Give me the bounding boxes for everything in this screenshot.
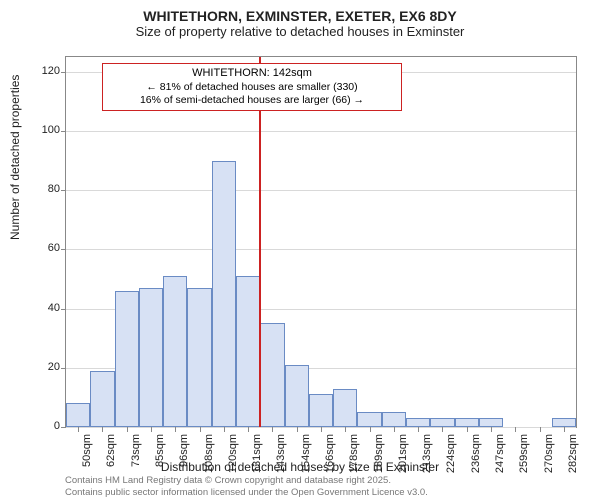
attribution-line-2: Contains public sector information licen… [65, 487, 428, 498]
x-tick-mark [248, 427, 249, 432]
histogram-bar [357, 412, 381, 427]
y-tick-label: 80 [48, 183, 60, 195]
x-tick-mark [491, 427, 492, 432]
histogram-bar [236, 276, 260, 427]
histogram-bar [212, 161, 236, 427]
histogram-bar [285, 365, 309, 427]
histogram-bar [430, 418, 454, 427]
histogram-bar [163, 276, 187, 427]
histogram-bar [66, 403, 90, 427]
y-tick-label: 20 [48, 361, 60, 373]
x-tick-mark [418, 427, 419, 432]
x-tick-mark [78, 427, 79, 432]
y-tick-label: 60 [48, 242, 60, 254]
y-tick-mark [61, 190, 66, 191]
y-tick-mark [61, 131, 66, 132]
callout-title: WHITETHORN: 142sqm [109, 67, 395, 81]
x-tick-mark [200, 427, 201, 432]
reference-line [259, 57, 261, 427]
x-tick-mark [272, 427, 273, 432]
callout-line-2: 16% of semi-detached houses are larger (… [109, 94, 395, 107]
x-tick-mark [515, 427, 516, 432]
y-tick-label: 120 [42, 65, 60, 77]
histogram-bar [309, 394, 333, 427]
x-tick-mark [224, 427, 225, 432]
x-tick-mark [151, 427, 152, 432]
chart-subtitle: Size of property relative to detached ho… [0, 24, 600, 43]
histogram-bar [455, 418, 479, 427]
histogram-bar [90, 371, 114, 427]
x-tick-mark [127, 427, 128, 432]
gridline [66, 131, 576, 132]
y-tick-label: 0 [54, 420, 60, 432]
x-tick-mark [321, 427, 322, 432]
chart-title: WHITETHORN, EXMINSTER, EXETER, EX6 8DY [0, 0, 600, 24]
attribution-text: Contains HM Land Registry data © Crown c… [65, 475, 428, 498]
histogram-bar [333, 389, 357, 427]
callout-box: WHITETHORN: 142sqm← 81% of detached hous… [102, 63, 402, 111]
gridline [66, 249, 576, 250]
y-axis-label: Number of detached properties [8, 75, 22, 240]
callout-line-1: ← 81% of detached houses are smaller (33… [109, 81, 395, 94]
y-tick-label: 100 [42, 124, 60, 136]
x-axis-label: Distribution of detached houses by size … [0, 460, 600, 474]
histogram-bar [260, 323, 284, 427]
histogram-bar [479, 418, 503, 427]
y-tick-mark [61, 309, 66, 310]
x-tick-mark [394, 427, 395, 432]
histogram-bar [187, 288, 211, 427]
y-tick-mark [61, 72, 66, 73]
y-tick-mark [61, 249, 66, 250]
x-tick-mark [467, 427, 468, 432]
histogram-bar [552, 418, 576, 427]
x-tick-mark [564, 427, 565, 432]
gridline [66, 190, 576, 191]
x-tick-mark [102, 427, 103, 432]
histogram-bar [115, 291, 139, 427]
plot-area: WHITETHORN: 142sqm← 81% of detached hous… [65, 56, 577, 428]
histogram-bar [139, 288, 163, 427]
x-tick-mark [540, 427, 541, 432]
y-tick-label: 40 [48, 302, 60, 314]
chart-container: WHITETHORN, EXMINSTER, EXETER, EX6 8DY S… [0, 0, 600, 500]
attribution-line-1: Contains HM Land Registry data © Crown c… [65, 475, 428, 486]
y-tick-mark [61, 427, 66, 428]
x-tick-mark [175, 427, 176, 432]
x-tick-mark [345, 427, 346, 432]
histogram-bar [382, 412, 406, 427]
histogram-bar [406, 418, 430, 427]
y-tick-mark [61, 368, 66, 369]
x-tick-mark [442, 427, 443, 432]
x-tick-mark [297, 427, 298, 432]
x-tick-mark [370, 427, 371, 432]
